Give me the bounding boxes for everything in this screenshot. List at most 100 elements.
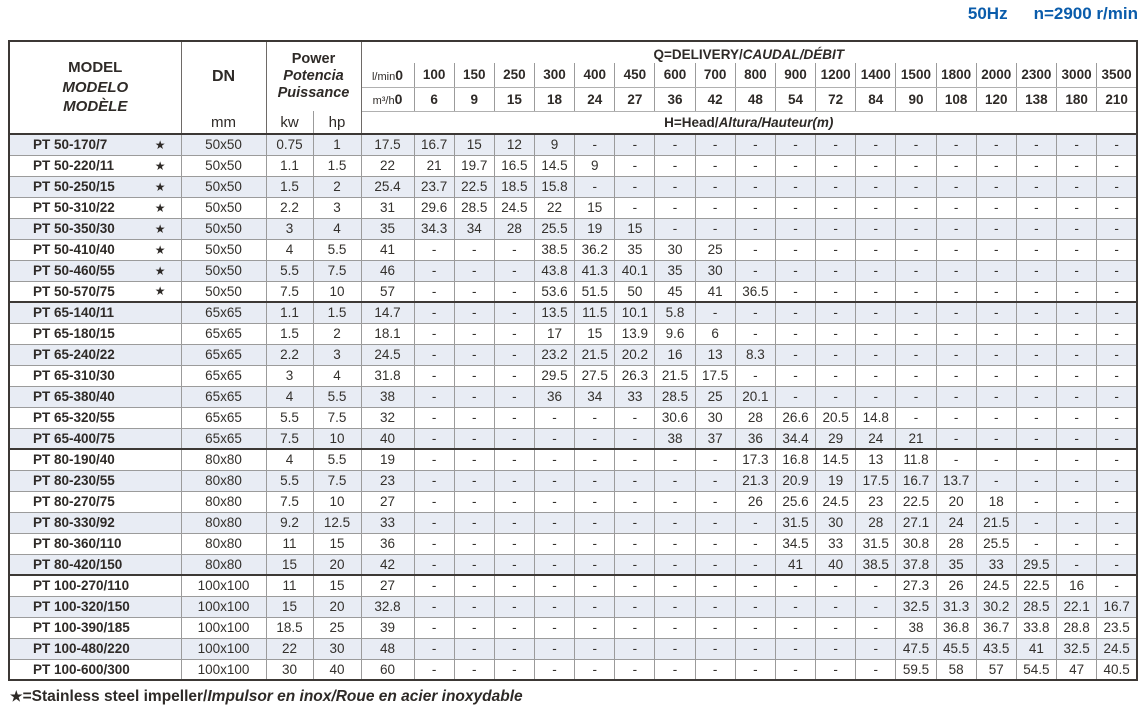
head-cell: - bbox=[1015, 196, 1058, 219]
head-cell: - bbox=[935, 196, 977, 219]
head-cell: 27 bbox=[360, 574, 415, 597]
head-cell: - bbox=[855, 658, 897, 681]
kw-cell: 5.5 bbox=[265, 259, 314, 282]
head-cell: 34 bbox=[453, 217, 495, 240]
m3h-value: 27 bbox=[614, 87, 655, 112]
head-cell: - bbox=[1096, 196, 1138, 219]
lmin-value: 0 bbox=[395, 66, 404, 83]
head-cell: - bbox=[815, 301, 857, 324]
head-cell: - bbox=[975, 154, 1017, 177]
model-cell: PT 80-330/92 bbox=[8, 511, 182, 534]
table-row: PT 50-570/75 ★ 50x50 7.5 10 57- - -53.6 51.5 50 45… bbox=[8, 280, 1138, 303]
head-cell: - bbox=[1055, 511, 1098, 534]
head-cell: - bbox=[935, 343, 977, 366]
head-cell: - bbox=[654, 553, 696, 576]
model-name: PT 50-460/55 bbox=[33, 263, 115, 278]
m3h-value: 180 bbox=[1055, 87, 1097, 112]
head-cell: 46 bbox=[360, 259, 415, 282]
head-cell: - bbox=[895, 238, 937, 261]
head-cell: 21 bbox=[895, 427, 937, 450]
head-cell: 58 bbox=[935, 658, 977, 681]
dn-cell: 100x100 bbox=[180, 616, 267, 639]
kw-cell: 18.5 bbox=[265, 616, 314, 639]
head-cell: 43.5 bbox=[975, 637, 1017, 660]
head-cell: - bbox=[975, 322, 1017, 345]
head-cell: - bbox=[694, 301, 736, 324]
head-cell: 26 bbox=[734, 490, 776, 513]
hp-cell: 20 bbox=[312, 595, 362, 618]
head-cell: - bbox=[533, 637, 576, 660]
head-cell: 23 bbox=[360, 469, 415, 492]
model-name: PT 65-320/55 bbox=[33, 410, 115, 425]
m3h-value: 72 bbox=[815, 87, 856, 112]
head-cell: 19.7 bbox=[453, 154, 495, 177]
head-cell: 30 bbox=[694, 259, 736, 282]
star-icon: ★ bbox=[154, 158, 166, 173]
head-cell: - bbox=[413, 406, 455, 429]
head-cell: 32 bbox=[360, 406, 415, 429]
m3h-label: m³/h bbox=[372, 95, 395, 107]
head-cell: - bbox=[734, 595, 776, 618]
head-cell: - bbox=[654, 637, 696, 660]
head-cell: - bbox=[1055, 238, 1098, 261]
head-cell: - bbox=[493, 259, 535, 282]
head-cell: - bbox=[855, 217, 897, 240]
head-cell: 21 bbox=[413, 154, 455, 177]
head-cell: - bbox=[1055, 553, 1098, 576]
head-cell: - bbox=[1055, 448, 1098, 471]
head-cell: - bbox=[1096, 322, 1138, 345]
head-cell: - bbox=[694, 196, 736, 219]
hp-cell: 3 bbox=[312, 343, 362, 366]
head-cell: 16.7 bbox=[895, 469, 937, 492]
head-cell: - bbox=[935, 385, 977, 408]
head-cell: - bbox=[1055, 427, 1098, 450]
head-cell: - bbox=[574, 406, 616, 429]
head-cell: - bbox=[935, 280, 977, 303]
table-body: PT 50-170/7 ★ 50x50 0.75 1 17.5 16.7 15 12 9- - - - -… bbox=[8, 133, 1138, 681]
head-cell: 47 bbox=[1055, 658, 1098, 681]
table-row: PT 100-480/220 100x100 22 30 48- - - - - - - - - - - -4… bbox=[8, 637, 1138, 660]
head-cell: 51.5 bbox=[574, 280, 616, 303]
head-cell: - bbox=[694, 217, 736, 240]
m3h-value: 90 bbox=[895, 87, 937, 112]
head-cell: - bbox=[815, 658, 857, 681]
head-cell: - bbox=[815, 238, 857, 261]
kw-cell: 15 bbox=[265, 595, 314, 618]
head-cell: - bbox=[1096, 448, 1138, 471]
kw-cell: 1.1 bbox=[265, 301, 314, 324]
head-cell: - bbox=[413, 469, 455, 492]
m3h-value: 36 bbox=[654, 87, 696, 112]
head-cell: - bbox=[774, 175, 817, 198]
head-cell: - bbox=[855, 637, 897, 660]
dn-header: DN bbox=[181, 41, 267, 111]
head-cell: 45.5 bbox=[935, 637, 977, 660]
head-cell: 33 bbox=[815, 532, 857, 555]
head-cell: - bbox=[975, 448, 1017, 471]
model-name: PT 50-310/22 bbox=[33, 200, 115, 215]
head-cell: - bbox=[1015, 448, 1058, 471]
head-cell: 30 bbox=[694, 406, 736, 429]
head-cell: - bbox=[734, 322, 776, 345]
head-cell: - bbox=[1015, 532, 1058, 555]
head-cell: - bbox=[774, 154, 817, 177]
kw-cell: 5.5 bbox=[265, 469, 314, 492]
head-cell: - bbox=[734, 196, 776, 219]
head-cell: - bbox=[774, 637, 817, 660]
head-cell: 24 bbox=[935, 511, 977, 534]
lmin-label: l/min bbox=[371, 70, 396, 83]
head-cell: - bbox=[694, 448, 736, 471]
head-cell: 41 bbox=[360, 238, 415, 261]
hp-cell: 1.5 bbox=[312, 301, 362, 324]
head-cell: - bbox=[734, 301, 776, 324]
model-name: PT 80-190/40 bbox=[33, 452, 115, 468]
head-cell: - bbox=[1015, 385, 1058, 408]
head-cell: - bbox=[1096, 385, 1138, 408]
model-cell: PT 65-180/15 bbox=[8, 322, 182, 345]
head-cell: - bbox=[493, 385, 535, 408]
kw-cell: 11 bbox=[265, 574, 314, 597]
head-cell: - bbox=[975, 406, 1017, 429]
dn-cell: 100x100 bbox=[180, 658, 267, 681]
head-cell: 40 bbox=[815, 553, 857, 576]
head-cell: - bbox=[453, 553, 495, 576]
head-cell: - bbox=[453, 364, 495, 387]
